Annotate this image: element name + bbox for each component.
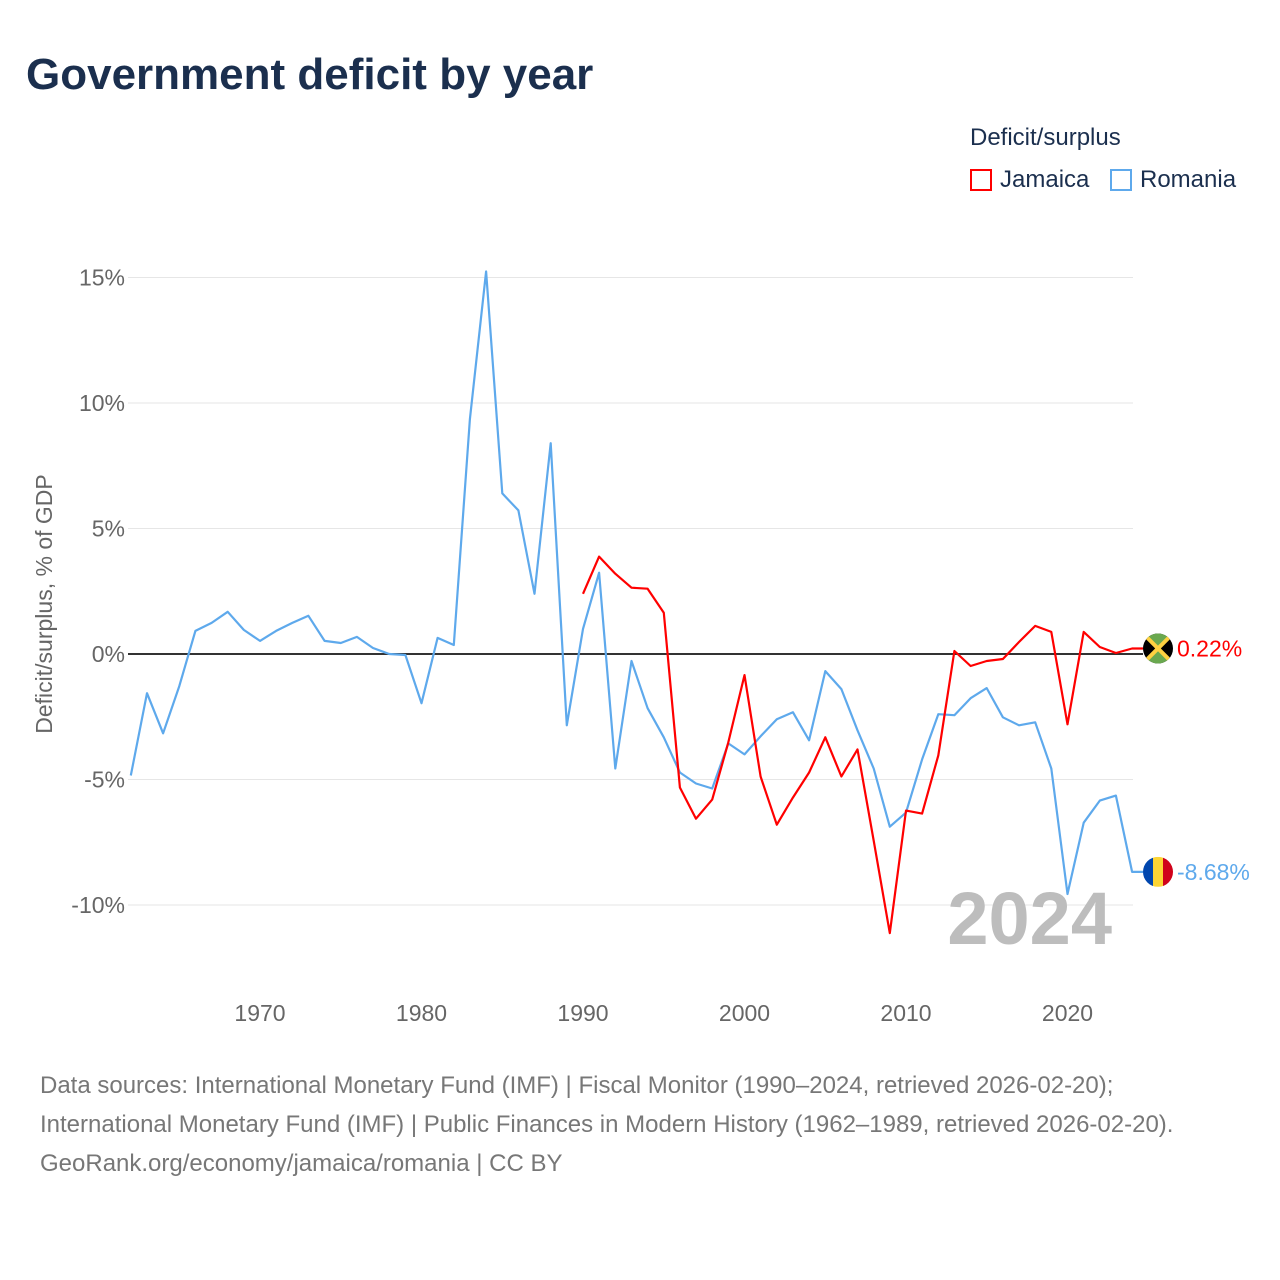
- y-tick-label: -5%: [84, 767, 125, 793]
- legend-label: Jamaica: [1000, 166, 1090, 193]
- legend-title: Deficit/surplus: [970, 124, 1121, 151]
- x-tick-label: 1990: [557, 1000, 608, 1026]
- jamaica-flag-icon: [1143, 633, 1173, 664]
- x-tick-label: 2020: [1042, 1000, 1093, 1026]
- legend-label: Romania: [1140, 166, 1237, 193]
- y-tick-label: 0%: [92, 641, 125, 667]
- credit-link[interactable]: GeoRank.org/economy/jamaica/romania | CC…: [40, 1150, 563, 1177]
- y-tick-label: 5%: [92, 516, 125, 542]
- y-tick-label: 15%: [79, 265, 125, 291]
- footer: Data sources: International Monetary Fun…: [40, 1066, 1240, 1183]
- end-label-romania: -8.68%: [1177, 859, 1250, 885]
- series-line-jamaica: [581, 555, 1143, 935]
- x-tick-label: 2000: [719, 1000, 770, 1026]
- x-tick-label: 1970: [234, 1000, 285, 1026]
- legend-item-romania[interactable]: Romania: [1110, 166, 1236, 194]
- chart-title: Government deficit by year: [26, 50, 594, 99]
- x-tick-label: 1980: [396, 1000, 447, 1026]
- legend-swatch: [970, 169, 992, 191]
- data-sources: Data sources: International Monetary Fun…: [40, 1072, 1174, 1138]
- y-tick-label: 10%: [79, 390, 125, 416]
- romania-flag-icon: [1143, 856, 1173, 887]
- year-watermark: 2024: [947, 877, 1112, 960]
- y-tick-label: -10%: [71, 892, 125, 918]
- legend-swatch: [1110, 169, 1132, 191]
- legend-item-jamaica[interactable]: Jamaica: [970, 166, 1089, 194]
- end-label-jamaica: 0.22%: [1177, 635, 1242, 661]
- x-tick-label: 2010: [880, 1000, 931, 1026]
- series-line-romania: [129, 270, 1143, 896]
- y-axis-label: Deficit/surplus, % of GDP: [31, 474, 57, 733]
